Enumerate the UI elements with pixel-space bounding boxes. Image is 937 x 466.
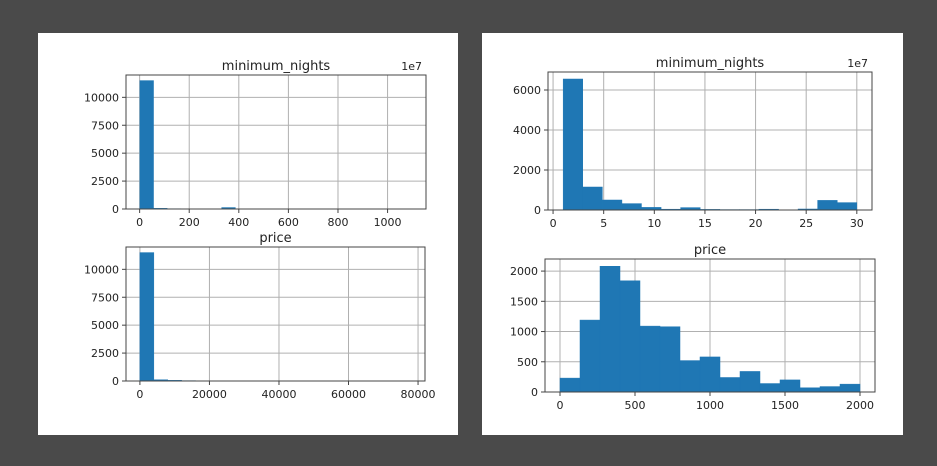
axes-frame xyxy=(125,246,426,382)
x-tick-label: 15 xyxy=(698,217,712,230)
x-tick-label: 800 xyxy=(327,216,348,229)
histogram-bar xyxy=(837,202,858,211)
histogram-bar xyxy=(579,319,601,393)
y-tick-label: 2500 xyxy=(91,175,119,188)
histogram-bar xyxy=(139,80,154,210)
x-tick-label: 0 xyxy=(136,216,143,229)
gridlines xyxy=(126,247,425,382)
x-tick-label: 20 xyxy=(749,217,763,230)
right-figure-panel: 0 5 10 15 20 25 30 0 2000 4000 6000 minimum_nights 1… xyxy=(482,33,903,435)
x-tick-label: 40000 xyxy=(261,388,296,401)
y-tick-label: 0 xyxy=(112,375,119,388)
y-tick-label: 0 xyxy=(534,204,541,217)
chart-title: minimum_nights xyxy=(222,59,331,74)
y-tick-label: 6000 xyxy=(513,84,541,97)
y-tick-label: 10000 xyxy=(84,263,119,276)
offset-text: 1e7 xyxy=(847,57,868,70)
histogram-bar xyxy=(839,383,861,393)
histogram-bar xyxy=(719,377,741,393)
chart-title: minimum_nights xyxy=(656,56,765,71)
x-tick-label: 0 xyxy=(550,217,557,230)
histogram-bar xyxy=(817,200,838,211)
x-tick-label: 600 xyxy=(278,216,299,229)
y-tick-label: 2000 xyxy=(510,265,538,278)
x-tick-label: 20000 xyxy=(192,388,227,401)
y-tick-label: 0 xyxy=(531,386,538,399)
x-tick-label: 1500 xyxy=(771,399,799,412)
right-figure-svg: 0 5 10 15 20 25 30 0 2000 4000 6000 minimum_nights 1… xyxy=(510,56,876,412)
histogram-bar xyxy=(819,386,841,393)
histogram-bar xyxy=(599,266,621,393)
y-tick-label: 7500 xyxy=(91,291,119,304)
y-tick-label: 500 xyxy=(517,356,538,369)
histogram-1: 0 20000 40000 60000 80000 0 2500 5000 7500 10000 p… xyxy=(84,231,436,401)
histogram-bar xyxy=(639,325,661,393)
histogram-bar xyxy=(779,379,801,393)
y-tick-label: 7500 xyxy=(91,119,119,132)
y-tick-label: 1000 xyxy=(510,326,538,339)
chart-title: price xyxy=(259,231,291,246)
histogram-bar xyxy=(559,377,581,393)
x-tick-label: 0 xyxy=(136,388,143,401)
left-figure-svg: 0 200 400 600 800 1000025005000750010000minim… xyxy=(84,59,436,401)
axes-frame xyxy=(125,74,427,210)
x-tick-label: 1000 xyxy=(374,216,402,229)
axes-frame xyxy=(547,71,873,211)
x-tick-label: 500 xyxy=(625,399,646,412)
histogram-2: 0 5 10 15 20 25 30 0 2000 4000 6000 minimum_nights 1… xyxy=(513,56,873,230)
histogram-bar xyxy=(562,78,583,211)
y-tick-label: 2000 xyxy=(513,164,541,177)
offset-text: 1e7 xyxy=(401,60,422,73)
x-tick-label: 60000 xyxy=(331,388,366,401)
y-tick-label: 2500 xyxy=(91,347,119,360)
y-tick-label: 4000 xyxy=(513,124,541,137)
y-tick-label: 10000 xyxy=(84,91,119,104)
x-tick-label: 80000 xyxy=(401,388,436,401)
y-tick-label: 5000 xyxy=(91,147,119,160)
x-tick-label: 2000 xyxy=(846,399,874,412)
histogram-bar xyxy=(699,356,721,393)
histogram-bar xyxy=(619,280,641,393)
histogram-bar xyxy=(582,186,603,211)
x-tick-label: 200 xyxy=(179,216,200,229)
y-tick-label: 5000 xyxy=(91,319,119,332)
histogram-bar xyxy=(602,199,623,211)
histogram-bar xyxy=(621,203,642,211)
histogram-bar xyxy=(739,371,761,393)
x-tick-label: 30 xyxy=(850,217,864,230)
y-tick-label: 1500 xyxy=(510,295,538,308)
y-tick-label: 0 xyxy=(112,203,119,216)
gridlines xyxy=(126,75,426,210)
chart-title: price xyxy=(694,243,726,258)
histogram-bar xyxy=(799,387,821,393)
histogram-3: 0 500 1000 1500 2000 0 500 1000 1500 2000 price xyxy=(510,243,876,412)
histogram-bar xyxy=(139,252,155,382)
histogram-bar xyxy=(759,383,781,393)
histogram-bar xyxy=(659,326,681,393)
x-tick-label: 0 xyxy=(557,399,564,412)
x-tick-label: 25 xyxy=(799,217,813,230)
histogram-0: 0 200 400 600 800 1000025005000750010000minim… xyxy=(84,59,427,229)
x-tick-label: 5 xyxy=(600,217,607,230)
x-tick-label: 10 xyxy=(647,217,661,230)
x-tick-label: 400 xyxy=(228,216,249,229)
histogram-bar xyxy=(679,360,701,393)
x-tick-label: 1000 xyxy=(696,399,724,412)
left-figure-panel: 0 200 400 600 800 1000 0 2500 5000 7500 10000 minim… xyxy=(38,33,458,435)
